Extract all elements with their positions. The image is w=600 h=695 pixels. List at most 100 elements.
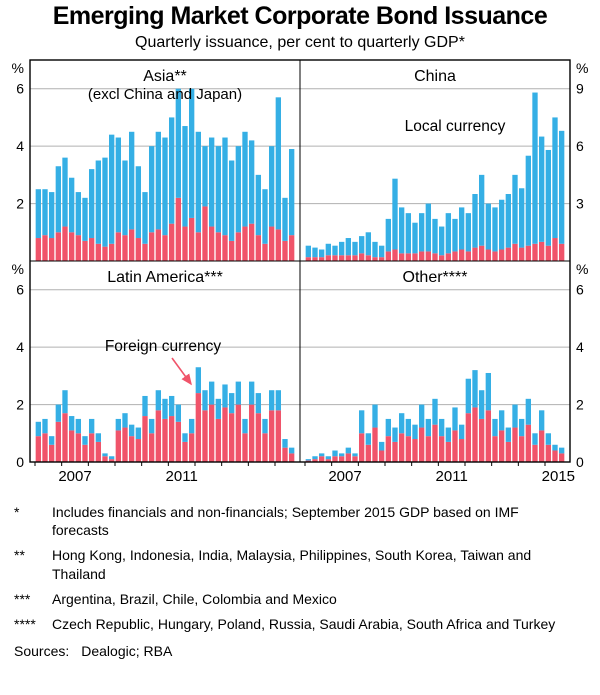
bar-segment — [255, 235, 261, 261]
bar-segment — [69, 232, 75, 261]
bar-segment — [235, 146, 241, 233]
bar-segment — [352, 456, 358, 462]
bar-segment — [75, 433, 81, 462]
bar-segment — [222, 407, 228, 462]
bar-segment — [49, 238, 55, 261]
axis-unit: % — [12, 60, 24, 76]
bar-segment — [209, 137, 215, 227]
bar-segment — [305, 459, 311, 461]
bar-segment — [439, 255, 445, 261]
bar-segment — [492, 251, 498, 261]
bar-segment — [249, 223, 255, 261]
bar-segment — [69, 416, 75, 431]
bar-segment — [439, 226, 445, 256]
bar-segment — [115, 232, 121, 261]
bar-segment — [419, 404, 425, 428]
bar-segment — [89, 169, 95, 239]
bar-segment — [222, 235, 228, 261]
bar-segment — [405, 436, 411, 462]
bar-segment — [339, 456, 345, 462]
axis-tick-label: 2 — [16, 397, 24, 413]
local-currency-label: Local currency — [405, 118, 506, 135]
bar-segment — [202, 146, 208, 207]
bar-segment — [229, 393, 235, 414]
bar-segment — [182, 433, 188, 442]
footnote-marker: *** — [14, 590, 31, 607]
bar-segment — [385, 436, 391, 462]
bar-segment — [115, 137, 121, 233]
bar-segment — [135, 439, 141, 462]
axis-unit: % — [12, 261, 24, 277]
bar-segment — [169, 223, 175, 261]
bar-segment — [419, 251, 425, 261]
bar-segment — [485, 410, 491, 462]
bar-segment — [379, 441, 385, 451]
bar-segment — [499, 430, 505, 462]
bar-segment — [209, 404, 215, 462]
bar-segment — [209, 226, 215, 261]
bar-segment — [452, 218, 458, 252]
bar-segment — [109, 134, 115, 244]
bar-segment — [129, 424, 135, 437]
bar-segment — [345, 447, 351, 454]
bar-segment — [452, 407, 458, 431]
bar-segment — [365, 232, 371, 256]
bar-segment — [222, 384, 228, 408]
x-year-label: 2007 — [58, 468, 91, 485]
axis-tick-label: 4 — [16, 138, 24, 154]
bar-segment — [242, 418, 248, 434]
chart-subtitle: Quarterly issuance, per cent to quarterl… — [135, 34, 465, 51]
bar-segment — [95, 160, 101, 244]
bar-segment — [519, 418, 525, 437]
bar-segment — [195, 232, 201, 261]
bar-segment — [499, 410, 505, 431]
bar-segment — [519, 436, 525, 462]
bar-segment — [182, 126, 188, 227]
bar-segment — [359, 433, 365, 462]
bar-segment — [525, 398, 531, 425]
bar-segment — [175, 197, 181, 261]
bar-segment — [89, 418, 95, 434]
bar-segment — [359, 410, 365, 434]
bar-segment — [532, 243, 538, 261]
bar-segment — [352, 241, 358, 256]
axis-unit: % — [576, 261, 588, 277]
bar-segment — [149, 146, 155, 233]
bar-segment — [365, 433, 371, 445]
bar-segment — [519, 247, 525, 261]
bar-segment — [372, 257, 378, 261]
bar-segment — [169, 395, 175, 417]
bar-segment — [445, 441, 451, 462]
bar-segment — [289, 447, 295, 454]
bar-segment — [62, 413, 68, 462]
bar-segment — [242, 131, 248, 227]
bar-segment — [102, 246, 108, 261]
bar-segment — [275, 410, 281, 462]
bar-segment — [249, 381, 255, 405]
bar-segment — [249, 404, 255, 462]
bar-segment — [432, 424, 438, 462]
bar-segment — [235, 381, 241, 405]
foreign-currency-label: Foreign currency — [105, 338, 222, 355]
bar-segment — [465, 213, 471, 252]
bar-segment — [35, 238, 41, 261]
bar-segment — [405, 418, 411, 437]
x-year-label: 2015 — [542, 468, 575, 485]
bar-segment — [109, 243, 115, 261]
bar-segment — [135, 238, 141, 261]
bar-segment — [95, 433, 101, 442]
bar-segment — [539, 241, 545, 261]
bar-segment — [255, 413, 261, 462]
bar-segment — [149, 433, 155, 462]
bar-segment — [545, 433, 551, 445]
bar-segment — [195, 131, 201, 233]
bar-segment — [479, 245, 485, 261]
axis-tick-label: 4 — [16, 339, 24, 355]
bar-segment — [215, 398, 221, 419]
bar-segment — [269, 146, 275, 227]
bar-segment — [249, 140, 255, 224]
bar-segment — [439, 436, 445, 462]
bar-segment — [75, 192, 81, 236]
bar-segment — [49, 192, 55, 239]
